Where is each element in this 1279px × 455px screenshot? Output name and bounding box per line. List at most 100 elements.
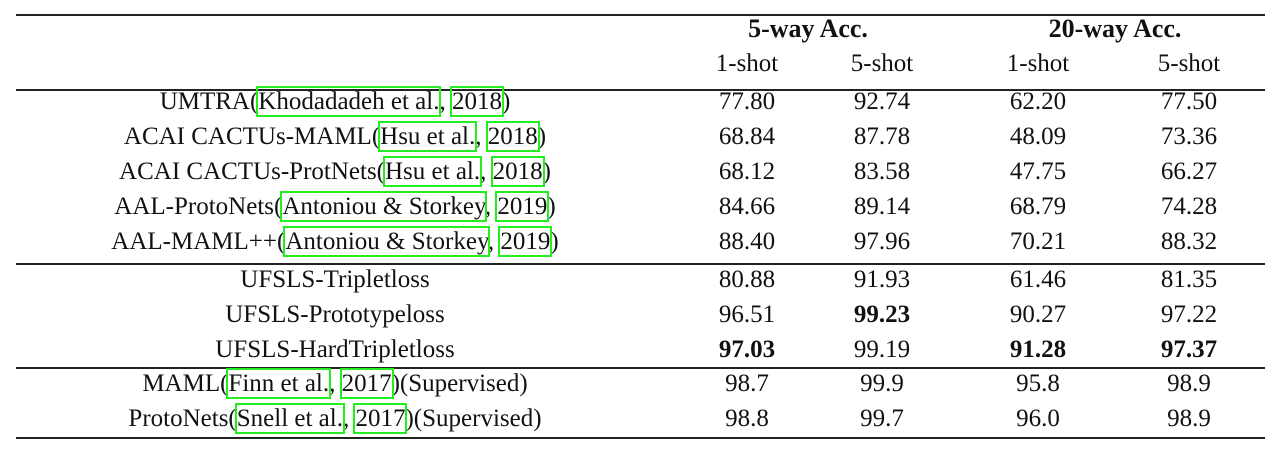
table-row: UMTRA(Khodadadeh et al., 2018) 77.80 92.74… — [0, 84, 1279, 119]
table-row: ProtoNets(Snell et al., 2017)(Supervised… — [0, 401, 1279, 436]
value-cell: 98.7 — [725, 370, 769, 397]
method-suffix: ) — [537, 123, 547, 150]
citation-authors[interactable]: Antoniou & Storkey — [280, 191, 487, 222]
value-cell: 62.20 — [1009, 88, 1067, 115]
value-cell: 80.88 — [718, 266, 776, 293]
method-suffix: ) — [550, 228, 559, 255]
value-cell: 96.0 — [1016, 405, 1060, 432]
citation-year[interactable]: 2019 — [495, 191, 550, 222]
citation-separator: , — [329, 370, 342, 397]
value-cell: 97.37 — [1160, 336, 1218, 363]
method-label: ACAI CACTUs-ProtNets( — [119, 158, 385, 185]
subheader-5way-1shot: 1-shot — [715, 50, 779, 77]
citation-authors[interactable]: Snell et al. — [234, 403, 345, 434]
value-cell: 98.9 — [1167, 370, 1211, 397]
group-header-5way: 5-way Acc. — [748, 14, 868, 43]
citation-separator: , — [484, 193, 498, 220]
value-cell: 73.36 — [1160, 123, 1218, 150]
method-suffix: ) — [542, 158, 551, 185]
citation-authors[interactable]: Hsu et al. — [382, 156, 483, 187]
citation-year[interactable]: 2018 — [449, 86, 504, 117]
citation-year[interactable]: 2018 — [490, 156, 545, 187]
method-suffix: )(Supervised) — [391, 370, 528, 397]
method-suffix: ) — [501, 88, 511, 115]
method-suffix: ) — [547, 193, 556, 220]
method-label: UMTRA( — [159, 88, 259, 115]
subheader-20way-5shot: 5-shot — [1157, 50, 1221, 77]
value-cell: 68.79 — [1009, 193, 1067, 220]
method-label: AAL-MAML++( — [111, 228, 286, 255]
value-cell: 70.21 — [1009, 228, 1067, 255]
method-label: MAML( — [142, 370, 229, 397]
subheader-20way-1shot: 1-shot — [1006, 50, 1070, 77]
value-cell: 99.7 — [860, 405, 904, 432]
citation-separator: , — [480, 158, 493, 185]
group-rule-1 — [16, 263, 1265, 265]
value-cell: 99.9 — [860, 370, 904, 397]
citation-year[interactable]: 2017 — [353, 403, 408, 434]
value-cell: 83.58 — [853, 158, 911, 185]
citation-authors[interactable]: Khodadadeh et al. — [256, 86, 442, 117]
value-cell: 61.46 — [1009, 266, 1067, 293]
value-cell: 99.23 — [853, 301, 911, 328]
value-cell: 90.27 — [1009, 301, 1067, 328]
value-cell: 96.51 — [718, 301, 776, 328]
top-rule — [16, 14, 1265, 16]
value-cell: 95.8 — [1016, 370, 1060, 397]
group-header-20way: 20-way Acc. — [1048, 14, 1182, 43]
value-cell: 97.03 — [718, 336, 776, 363]
value-cell: 77.50 — [1160, 88, 1218, 115]
value-cell: 89.14 — [853, 193, 911, 220]
citation-authors[interactable]: Finn et al. — [226, 368, 332, 399]
bottom-rule — [16, 437, 1265, 439]
value-cell: 98.8 — [725, 405, 769, 432]
method-name: MAML(Finn et al., 2017)(Supervised) — [0, 366, 670, 401]
value-cell: 87.78 — [853, 123, 911, 150]
table-row: AAL-ProtoNets(Antoniou & Storkey, 2019) 8… — [0, 189, 1279, 224]
method-label: UFSLS-HardTripletloss — [215, 336, 455, 363]
table-row: MAML(Finn et al., 2017)(Supervised) 98.7 9… — [0, 366, 1279, 401]
group-rule-2 — [16, 367, 1265, 369]
citation-year[interactable]: 2019 — [498, 226, 553, 257]
citation-year[interactable]: 2017 — [339, 368, 394, 399]
citation-separator: , — [475, 123, 488, 150]
value-cell: 97.22 — [1160, 301, 1218, 328]
value-cell: 81.35 — [1160, 266, 1218, 293]
method-name: AAL-MAML++(Antoniou & Storkey, 2019) — [0, 224, 670, 259]
value-cell: 84.66 — [718, 193, 776, 220]
value-cell: 91.28 — [1009, 336, 1067, 363]
citation-separator: , — [439, 88, 452, 115]
value-cell: 88.32 — [1160, 228, 1218, 255]
value-cell: 99.19 — [853, 336, 911, 363]
value-cell: 68.12 — [718, 158, 776, 185]
value-cell: 92.74 — [853, 88, 911, 115]
table-row: ACAI CACTUs-MAML(Hsu et al., 2018) 68.84 8… — [0, 119, 1279, 154]
method-label: UFSLS-Prototypeloss — [225, 301, 445, 328]
method-name: UMTRA(Khodadadeh et al., 2018) — [0, 84, 670, 119]
method-name: ProtoNets(Snell et al., 2017)(Supervised… — [0, 401, 670, 436]
method-name: UFSLS-Tripletloss — [0, 262, 670, 297]
citation-separator: , — [487, 228, 501, 255]
value-cell: 97.96 — [853, 228, 911, 255]
method-name: UFSLS-Prototypeloss — [0, 297, 670, 332]
value-cell: 74.28 — [1160, 193, 1218, 220]
table-row: UFSLS-HardTripletloss 97.03 99.19 91.28 97.3… — [0, 332, 1279, 367]
subheader-5way-5shot: 5-shot — [850, 50, 914, 77]
method-label: UFSLS-Tripletloss — [240, 266, 430, 293]
citation-authors[interactable]: Antoniou & Storkey — [283, 226, 490, 257]
value-cell: 68.84 — [718, 123, 776, 150]
table-row: ACAI CACTUs-ProtNets(Hsu et al., 2018) 68… — [0, 154, 1279, 189]
value-cell: 48.09 — [1009, 123, 1067, 150]
method-name: UFSLS-HardTripletloss — [0, 332, 670, 367]
value-cell: 77.80 — [718, 88, 776, 115]
value-cell: 91.93 — [853, 266, 911, 293]
header-rule — [16, 89, 1265, 91]
value-cell: 88.40 — [718, 228, 776, 255]
table-row: UFSLS-Prototypeloss 96.51 99.23 90.27 97.22 — [0, 297, 1279, 332]
citation-authors[interactable]: Hsu et al. — [378, 121, 478, 152]
method-name: ACAI CACTUs-MAML(Hsu et al., 2018) — [0, 119, 670, 154]
citation-year[interactable]: 2018 — [485, 121, 540, 152]
method-label: ProtoNets( — [128, 405, 237, 432]
table-row: AAL-MAML++(Antoniou & Storkey, 2019) 88.4… — [0, 224, 1279, 259]
